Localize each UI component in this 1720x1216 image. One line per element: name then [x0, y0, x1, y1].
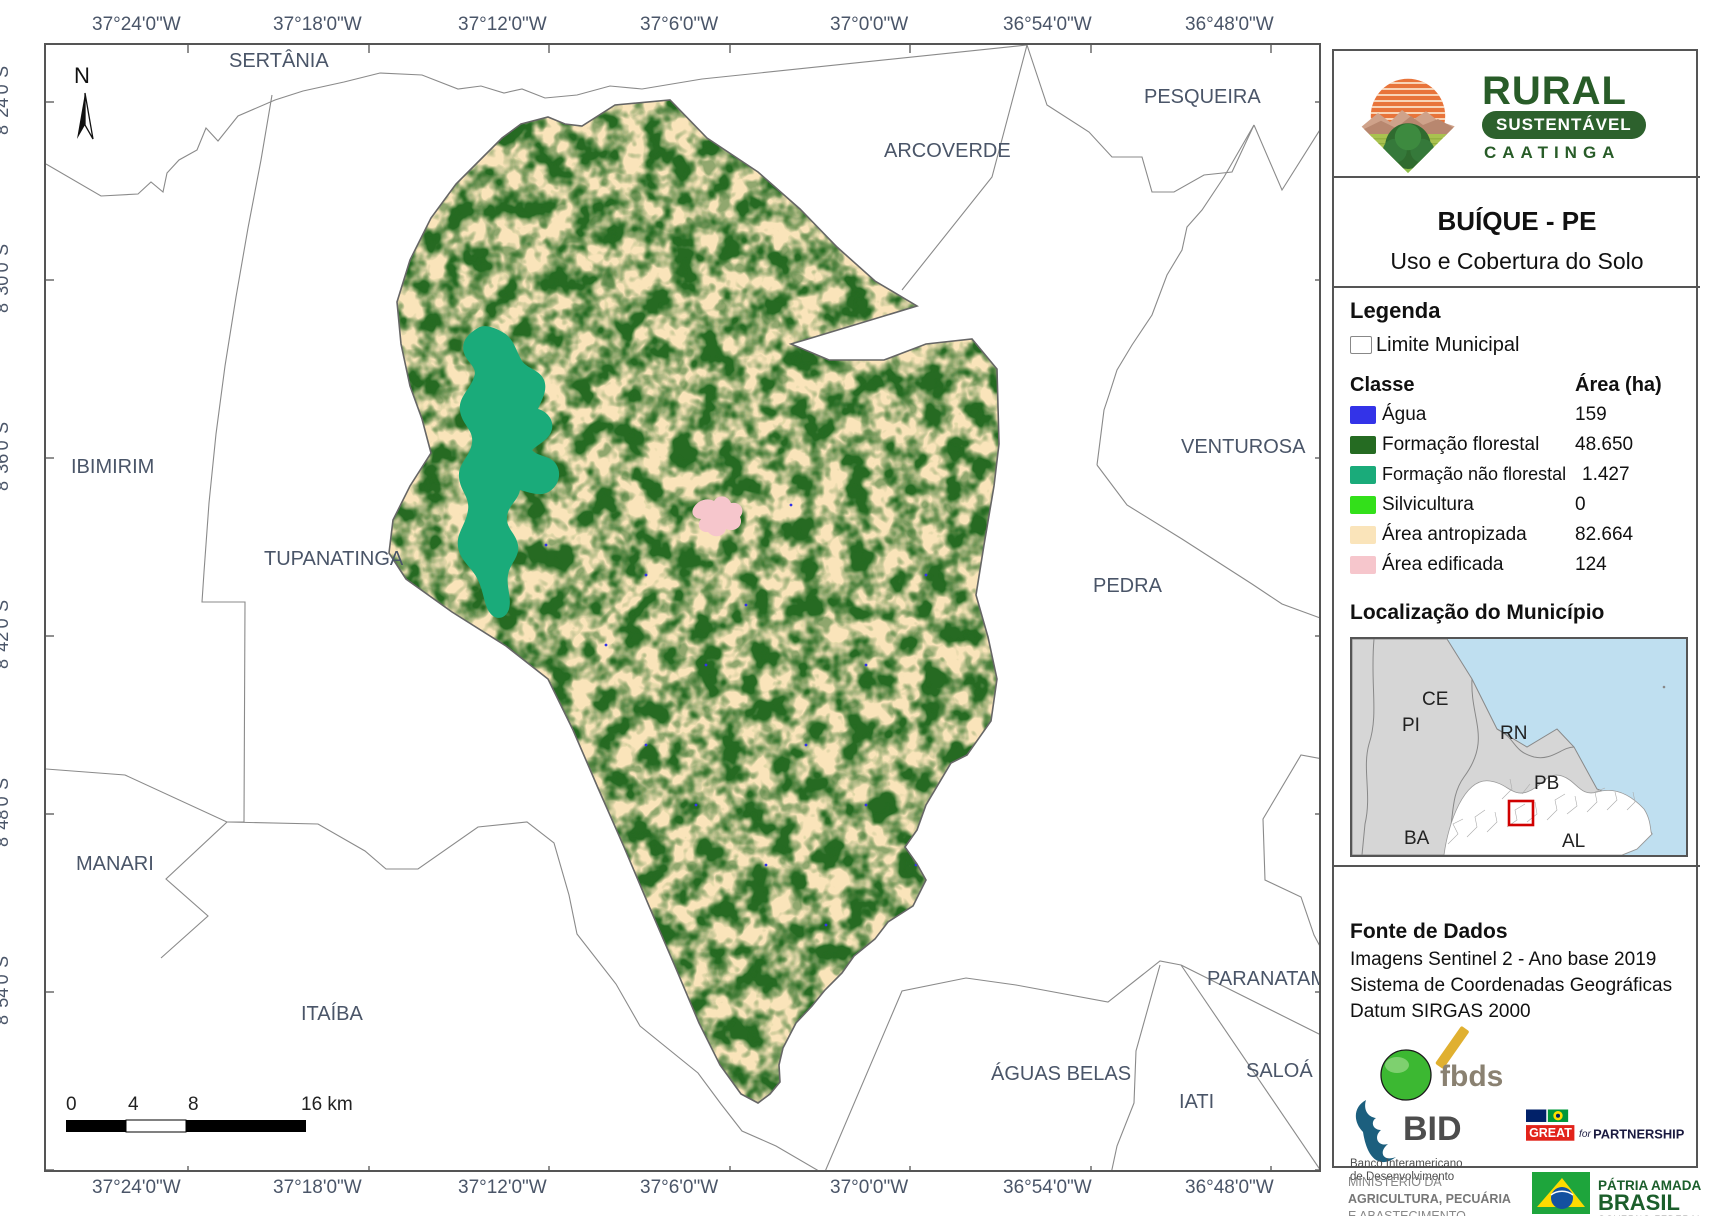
- svg-text:PARTNERSHIP: PARTNERSHIP: [1593, 1126, 1685, 1141]
- svg-text:for: for: [1579, 1129, 1591, 1140]
- svg-text:ARCOVERDE: ARCOVERDE: [884, 140, 1011, 162]
- svg-text:IATI: IATI: [1179, 1091, 1214, 1113]
- svg-text:PB: PB: [1534, 773, 1559, 794]
- svg-text:PARANATAMA: PARANATAMA: [1207, 968, 1321, 990]
- svg-text:VENTUROSA: VENTUROSA: [1181, 436, 1306, 458]
- svg-text:8: 8: [188, 1094, 199, 1115]
- svg-text:MANARI: MANARI: [76, 853, 154, 875]
- svg-text:PI: PI: [1402, 715, 1420, 736]
- svg-text:fbds: fbds: [1440, 1060, 1503, 1093]
- svg-text:PESQUEIRA: PESQUEIRA: [1144, 86, 1261, 108]
- svg-text:PEDRA: PEDRA: [1093, 575, 1163, 597]
- svg-text:GREAT: GREAT: [1529, 1126, 1572, 1140]
- svg-text:16 km: 16 km: [301, 1094, 353, 1115]
- svg-text:BRASIL: BRASIL: [1598, 1190, 1680, 1215]
- svg-text:ÁGUAS BELAS: ÁGUAS BELAS: [991, 1062, 1131, 1085]
- svg-text:SERTÂNIA: SERTÂNIA: [229, 49, 329, 72]
- svg-text:0: 0: [66, 1094, 77, 1115]
- svg-text:AL: AL: [1562, 831, 1585, 852]
- svg-text:N: N: [74, 63, 90, 88]
- svg-text:TUPANATINGA: TUPANATINGA: [264, 548, 404, 570]
- svg-text:BID: BID: [1403, 1110, 1462, 1148]
- svg-text:IBIMIRIM: IBIMIRIM: [71, 456, 154, 478]
- svg-text:CE: CE: [1422, 689, 1448, 710]
- svg-text:RN: RN: [1500, 723, 1527, 744]
- svg-text:Banco Interamericano: Banco Interamericano: [1350, 1158, 1463, 1170]
- svg-text:4: 4: [128, 1094, 139, 1115]
- svg-text:BA: BA: [1404, 828, 1430, 849]
- svg-text:ITAÍBA: ITAÍBA: [301, 1002, 364, 1025]
- svg-text:SALOÁ: SALOÁ: [1246, 1059, 1313, 1082]
